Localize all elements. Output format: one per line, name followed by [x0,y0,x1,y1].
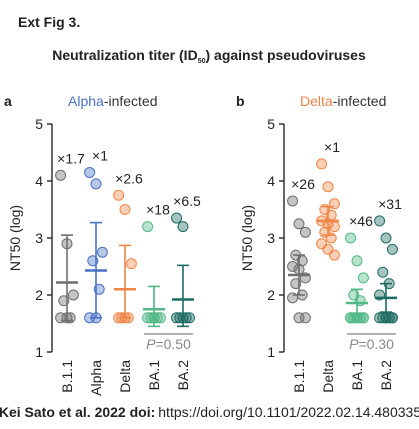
p-number: =0.50 [155,336,191,352]
x-tick-label: B.1.1 [291,360,307,393]
y-tick-label: 5 [267,116,275,132]
data-point [374,215,386,227]
p-value: P=0.30 [349,336,394,352]
fold-label: ×46 [349,213,373,229]
footer: Kei Sato et al. 2022 doi: https://doi.org… [0,404,419,420]
data-point [55,169,67,181]
fold-label: ×6.5 [173,193,201,209]
title-part: ) against pseudoviruses [205,47,365,63]
y-tick-label: 5 [35,116,43,132]
panel-label: a [4,93,12,109]
data-point [357,272,369,284]
data-point [322,181,334,193]
x-tick-label: Delta [117,360,133,393]
data-point [345,232,357,244]
citation: Kei Sato et al. 2022 doi: [0,404,155,420]
panel-label: b [236,93,245,109]
data-point [316,158,328,170]
fold-label: ×2.6 [115,170,143,186]
title-part: Neutralization titer (ID [52,47,197,63]
data-point [125,258,137,270]
y-tick-label: 3 [35,230,43,246]
title-subscript: 50 [198,58,206,65]
title-segment: -infected [104,93,158,109]
data-point [351,255,363,267]
x-tick-label: BA.2 [378,360,394,391]
y-tick-label: 4 [267,173,275,189]
p-value: P=0.50 [146,336,191,352]
fold-label: ×31 [378,196,402,212]
data-point [287,261,299,272]
fold-label: ×1.7 [57,150,85,166]
figure-title: Neutralization titer (ID50) against pseu… [52,47,366,65]
data-point [299,312,311,324]
x-tick-label: BA.1 [146,360,162,391]
data-point [119,204,131,215]
data-point [380,232,392,244]
title-segment: Delta [300,93,333,109]
data-point [299,226,311,238]
x-tick-label: Delta [320,360,336,393]
panel-title: Alpha-infected [68,93,158,109]
data-point [386,243,398,255]
x-tick-label: Alpha [88,360,104,396]
p-symbol: P [349,336,359,352]
y-tick-label: 4 [35,173,43,189]
y-tick-label: 2 [267,287,275,303]
data-point [377,266,389,278]
p-symbol: P [146,336,156,352]
fold-label: ×18 [146,202,170,218]
p-number: =0.30 [358,336,394,352]
data-point [287,195,299,207]
fold-label: ×1 [324,139,340,155]
y-axis-label: NT50 (log) [239,205,255,271]
data-point [96,246,108,258]
x-tick-label: BA.2 [175,360,191,391]
data-point [142,221,154,233]
data-point [67,289,79,301]
x-tick-label: B.1.1 [59,360,75,393]
title-segment: -infected [333,93,387,109]
fold-label: ×1 [92,147,108,163]
y-tick-label: 1 [35,344,43,360]
y-tick-label: 2 [35,287,43,303]
figure-label: Ext Fig 3. [18,14,80,30]
fold-label: ×26 [291,176,315,192]
x-tick-label: BA.1 [349,360,365,391]
data-point [90,178,102,190]
title-segment: Alpha [68,93,104,109]
panel-title: Delta-infected [300,93,386,109]
doi-url: https://doi.org/10.1101/2022.02.14.48033… [158,404,419,420]
data-point [113,189,125,201]
data-point [328,249,340,261]
y-tick-label: 1 [267,344,275,360]
data-point [171,212,183,224]
data-point [328,221,340,233]
data-point [84,166,96,178]
y-axis-label: NT50 (log) [7,205,23,271]
data-point [293,218,305,230]
data-point [386,312,398,324]
y-tick-label: 3 [267,230,275,246]
data-point [177,221,189,233]
